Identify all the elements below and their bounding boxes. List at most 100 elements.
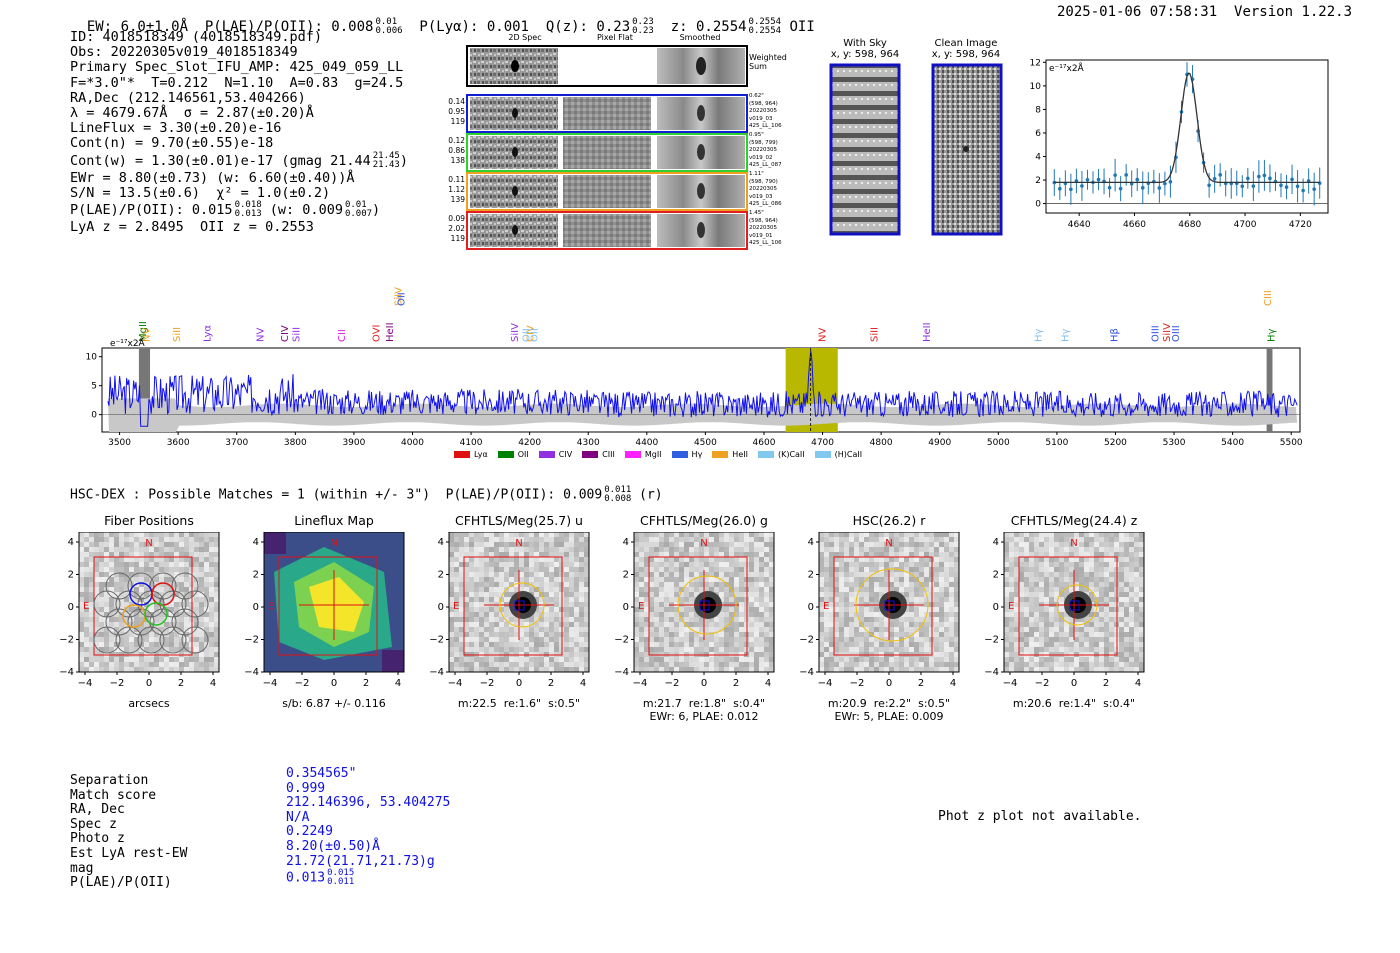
spectrum-xtick: 4500 [694, 438, 717, 448]
line-fit-xtick: 4680 [1178, 220, 1201, 230]
spectrum-ylabel: e⁻¹⁷x2Å [110, 337, 146, 349]
line-label: SiIV [510, 323, 521, 342]
line-label: OIII [1150, 325, 1161, 342]
legend-swatch [624, 450, 641, 458]
north-label: N [700, 538, 707, 549]
col-title-smooth: Smoothed [679, 33, 721, 42]
line-label: CIII [1263, 290, 1274, 306]
panel-xtick: −2 [295, 678, 310, 689]
panel-caption: m:21.7 re:1.8" s:0.4" [642, 697, 766, 710]
info-sn: S/N = 13.5(±0.6) χ² = 1.0(±0.2) [70, 184, 331, 201]
legend-item: CIII [582, 450, 615, 459]
panel-xtick: −4 [633, 678, 648, 689]
spectrum-xtick: 3500 [108, 438, 131, 448]
val-separation: 0.354565" [286, 766, 357, 781]
header-plae: P(LAE)/P(OII): 0.008 [204, 19, 374, 35]
line-fit-point [1157, 186, 1162, 190]
info-fline: F=*3.0"* T=0.212 N=1.10 A=0.83 g=24.5 [70, 74, 404, 91]
spectrum-ytick: 0 [91, 411, 97, 421]
panel-xtick: 4 [395, 678, 401, 689]
info-radec: RA,Dec (212.146561,53.404266) [70, 89, 306, 106]
line-fit-point [1107, 185, 1112, 190]
panel-xtick: 0 [701, 678, 707, 689]
info-contw: Cont(w) = 1.30(±0.01)e-17 (gmag 21.44 21.… [70, 150, 408, 170]
panel-ytick: 4 [68, 537, 74, 548]
line-fit-ylabel: e⁻¹⁷x2Å [1049, 62, 1085, 74]
val-match-score: 0.999 [286, 780, 326, 796]
spectrum-xtick: 4400 [635, 438, 658, 448]
panel-caption: m:20.9 re:2.2" s:0.5" [827, 697, 951, 710]
val-specz: N/A [286, 809, 310, 825]
line-fit-ytick: 8 [1035, 105, 1041, 115]
val-radec: 212.146396, 53.404275 [286, 795, 451, 811]
legend-item: (H)CaII [814, 450, 862, 459]
panel-ytick: 0 [438, 602, 444, 613]
spectrum-plot: e⁻¹⁷x2Å 10 5 0 3500 3600 3700 3800 3900 4000 4100… [86, 337, 1303, 448]
lbl-separation: Separation [70, 773, 149, 788]
spectrum-xtick: 5300 [1163, 438, 1186, 448]
spectrum-xtick: 3800 [284, 438, 307, 448]
line-fit-ytick: 12 [1030, 58, 1041, 68]
info-ewr: EWr = 8.80(±0.73) (w: 6.60(±0.40))Å [70, 169, 355, 186]
panel-xtick: −4 [448, 678, 463, 689]
line-fit-xtick: 4660 [1123, 220, 1146, 230]
line-label: Hγ [1060, 328, 1071, 342]
info-lineflux: LineFlux = 3.30(±0.20)e-16 [70, 120, 282, 137]
line-fit-point [1290, 177, 1294, 182]
lbl-match-score: Match score [70, 787, 157, 803]
line-fit-xtick: 4720 [1289, 220, 1312, 230]
panel-ytick: 2 [438, 570, 444, 581]
panel-title: CFHTLS/Meg(26.0) g [640, 513, 768, 528]
panel-xtick: 0 [146, 678, 152, 689]
east-label: E [453, 601, 459, 612]
panel-caption: arcsecs [128, 697, 170, 710]
info-lambda: λ = 4679.67Å σ = 2.87(±0.20)Å [70, 105, 314, 122]
sky-images [829, 63, 1003, 236]
panel-title: CFHTLS/Meg(24.4) z [1010, 513, 1138, 528]
line-fit-point [1268, 176, 1272, 181]
col-title-2d: 2D Spec [508, 33, 542, 42]
image-panel: N E 4 2 0 −2 −4 −4 −2 0 2 4 [429, 532, 590, 689]
weighted-label: Weighted Sum [749, 53, 787, 71]
photz-message: Phot z plot not available. [938, 809, 1142, 824]
line-label: Hβ [1109, 328, 1120, 342]
cutout-row [466, 133, 748, 172]
east-label: E [83, 601, 89, 612]
header-bar: EW: 6.0±1.0Å P(LAE)/P(OII): 0.008 0.01 0.0… [70, 2, 815, 36]
lbl-mag: mag [70, 860, 94, 876]
panel-xtick: −2 [850, 678, 865, 689]
legend-swatch [538, 450, 555, 458]
spectrum-xtick: 4700 [811, 438, 834, 448]
header-qz: Q(z): 0.23 [545, 19, 631, 35]
line-fit-point [1301, 188, 1305, 193]
spectrum-xtick: 5500 [1280, 438, 1303, 448]
info-obs: Obs: 20220305v019_4018518349 [70, 44, 298, 61]
legend-item: MgII [624, 450, 662, 459]
line-label: NV [255, 328, 266, 342]
line-label: NV [142, 328, 153, 342]
line-label: CII [337, 329, 348, 342]
panel-xtick: 4 [580, 678, 586, 689]
info-block: ID: 4018518349 (4018518349.pdf) Obs: 202… [70, 29, 408, 235]
exclusion-band [138, 348, 151, 432]
lbl-ew: Est LyA rest-EW [70, 845, 188, 861]
legend-item: CIV [538, 450, 572, 459]
panel-caption-2: EWr: 6, PLAE: 0.012 [649, 710, 759, 723]
line-fit-plot: e⁻¹⁷x2Å 12 10 8 6 4 2 0 4640 4660 4680 4700 4720 [1030, 58, 1329, 230]
header-right: 2025-01-06 07:58:31 Version 1.22.3 [1057, 4, 1352, 20]
line-fit-point [1058, 186, 1062, 191]
line-label: SiIV [1162, 323, 1173, 342]
legend-item: HeII [712, 450, 748, 459]
panel-xtick: 2 [363, 678, 369, 689]
lbl-specz: Spec z [70, 816, 117, 832]
image-panel: N E 4 2 0 −2 −4 −4 −2 0 2 4 [614, 532, 775, 689]
panel-title: Lineflux Map [294, 513, 374, 528]
spectrum-xtick: 4100 [460, 438, 483, 448]
line-fit-point [1124, 173, 1128, 177]
panel-ytick: 4 [993, 537, 999, 548]
cutout-grid: 2D Spec Pixel Flat Smoothed [445, 33, 795, 255]
panel-caption: m:20.6 re:1.4" s:0.4" [1012, 697, 1136, 710]
panel-ytick: 2 [623, 570, 629, 581]
line-fit-point [1246, 176, 1250, 181]
